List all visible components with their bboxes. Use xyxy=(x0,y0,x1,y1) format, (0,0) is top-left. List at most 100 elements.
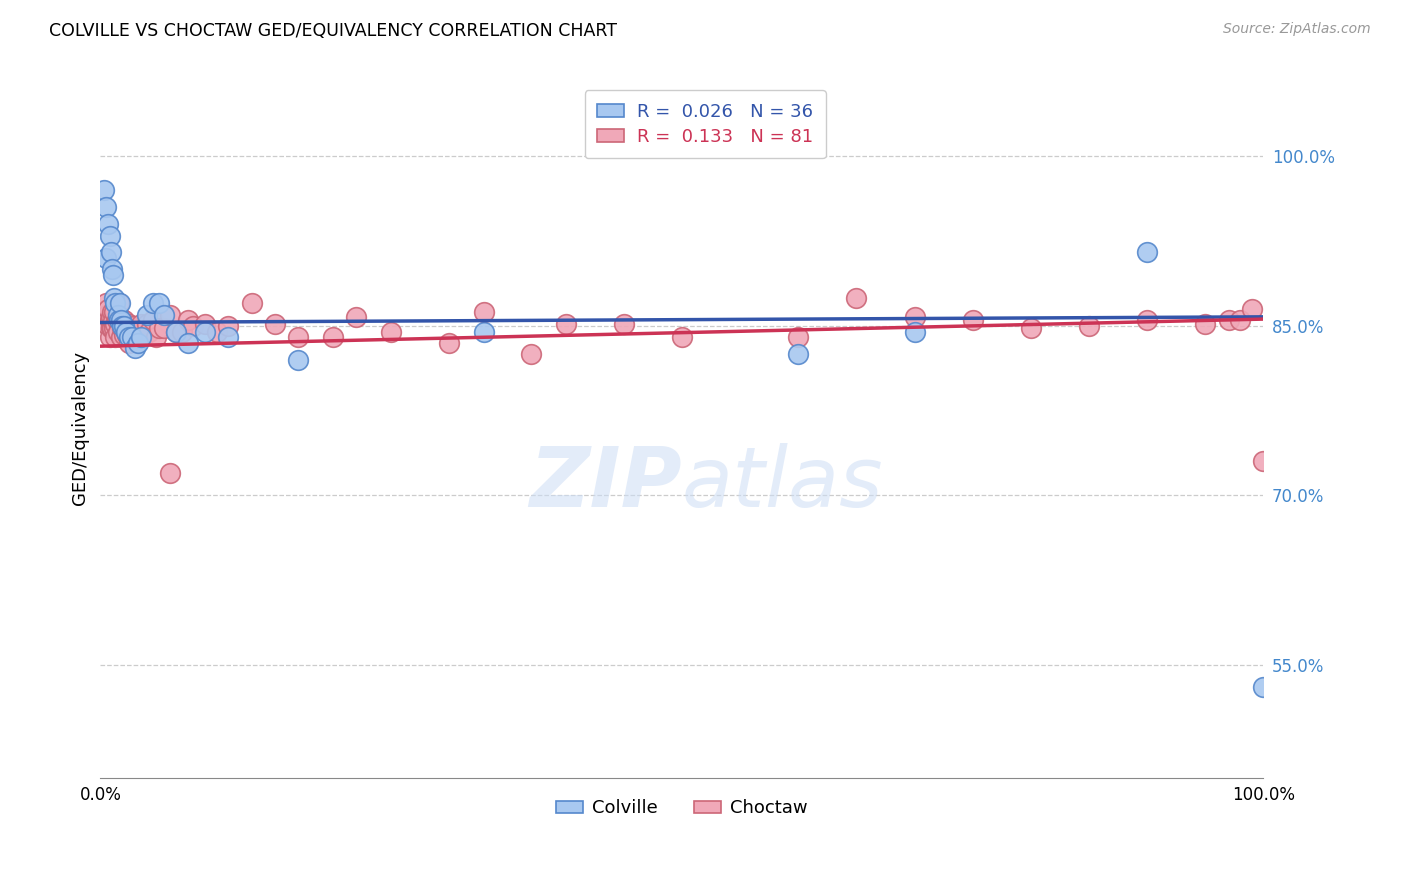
Point xyxy=(96,308,118,322)
Point xyxy=(112,318,135,333)
Point xyxy=(127,321,149,335)
Point xyxy=(111,321,134,335)
Point xyxy=(97,217,120,231)
Point xyxy=(110,313,132,327)
Point xyxy=(108,313,131,327)
Point xyxy=(118,330,141,344)
Point xyxy=(322,330,344,344)
Point xyxy=(104,317,127,331)
Point xyxy=(112,327,135,342)
Point xyxy=(107,310,129,324)
Point xyxy=(1253,454,1275,468)
Point xyxy=(96,251,118,265)
Point xyxy=(124,330,146,344)
Point xyxy=(217,318,239,333)
Point xyxy=(671,330,693,344)
Text: ZIP: ZIP xyxy=(529,443,682,524)
Point xyxy=(1253,680,1275,694)
Point xyxy=(97,301,120,316)
Point xyxy=(1019,321,1042,335)
Point xyxy=(787,347,810,361)
Point xyxy=(787,330,810,344)
Point xyxy=(115,325,138,339)
Point xyxy=(1218,313,1240,327)
Point xyxy=(101,321,124,335)
Point xyxy=(110,330,132,344)
Point xyxy=(148,296,170,310)
Point xyxy=(101,314,124,328)
Point xyxy=(104,296,127,310)
Point xyxy=(1078,318,1101,333)
Point xyxy=(118,335,141,350)
Point xyxy=(176,335,198,350)
Point xyxy=(613,317,636,331)
Point xyxy=(101,305,124,319)
Point xyxy=(96,296,118,310)
Point xyxy=(519,347,541,361)
Point xyxy=(111,318,134,333)
Point xyxy=(217,330,239,344)
Point xyxy=(142,296,165,310)
Point xyxy=(159,308,181,322)
Point xyxy=(472,305,495,319)
Point xyxy=(1194,317,1216,331)
Point xyxy=(122,318,145,333)
Point xyxy=(1229,313,1251,327)
Point xyxy=(165,325,187,339)
Point xyxy=(344,310,367,324)
Point xyxy=(108,296,131,310)
Point xyxy=(380,325,402,339)
Y-axis label: GED/Equivalency: GED/Equivalency xyxy=(72,351,89,505)
Point xyxy=(114,318,136,333)
Point xyxy=(110,313,132,327)
Point xyxy=(105,313,128,327)
Point xyxy=(287,330,309,344)
Point xyxy=(472,325,495,339)
Point xyxy=(129,317,152,331)
Point xyxy=(121,330,143,344)
Point xyxy=(101,268,124,282)
Point xyxy=(128,330,150,344)
Point xyxy=(120,325,142,339)
Point xyxy=(98,228,121,243)
Point xyxy=(153,308,176,322)
Legend: Colville, Choctaw: Colville, Choctaw xyxy=(548,792,815,824)
Point xyxy=(159,466,181,480)
Point xyxy=(1240,301,1263,316)
Point xyxy=(94,313,117,327)
Point xyxy=(145,330,167,344)
Point xyxy=(135,308,157,322)
Point xyxy=(153,321,176,335)
Point xyxy=(845,291,868,305)
Point xyxy=(100,245,122,260)
Point xyxy=(439,335,461,350)
Point xyxy=(103,305,125,319)
Point xyxy=(101,262,124,277)
Point xyxy=(103,321,125,335)
Point xyxy=(118,317,141,331)
Point xyxy=(287,352,309,367)
Point xyxy=(107,308,129,322)
Point xyxy=(205,325,228,339)
Point xyxy=(148,321,170,335)
Point xyxy=(240,296,263,310)
Point xyxy=(176,313,198,327)
Point xyxy=(100,310,122,324)
Text: atlas: atlas xyxy=(682,443,883,524)
Point xyxy=(107,325,129,339)
Point xyxy=(1136,245,1159,260)
Point xyxy=(121,330,143,344)
Point xyxy=(115,325,138,339)
Point xyxy=(98,313,121,327)
Point xyxy=(96,200,118,214)
Point xyxy=(263,317,285,331)
Point xyxy=(117,321,139,335)
Point xyxy=(142,313,165,327)
Point xyxy=(96,313,118,327)
Point xyxy=(903,325,925,339)
Point xyxy=(104,330,127,344)
Point xyxy=(108,310,131,324)
Point xyxy=(127,335,149,350)
Point xyxy=(962,313,984,327)
Point xyxy=(100,321,122,335)
